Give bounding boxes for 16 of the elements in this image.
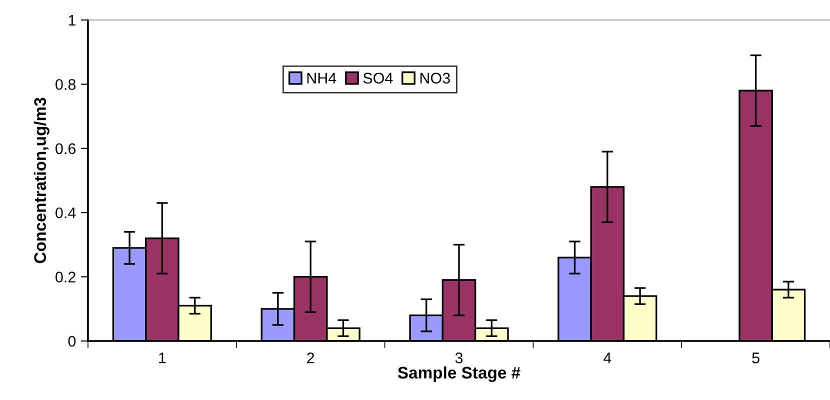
x-tick-label: 2: [307, 352, 314, 364]
y-tick-label: 0: [68, 336, 76, 347]
x-tick-label: 1: [159, 352, 166, 364]
y-tick-label: 1: [68, 15, 76, 26]
y-tick-label: 0.4: [56, 207, 76, 218]
y-tick-label: 0.2: [56, 272, 76, 282]
y-tick-label: 0.6: [56, 143, 76, 154]
y-axis-title: Concentration,ug/m3: [34, 98, 50, 264]
legend-label: SO4: [363, 72, 393, 84]
legend-label: NH4: [307, 72, 336, 84]
x-tick-label: 4: [603, 352, 612, 364]
x-tick-label: 5: [752, 352, 760, 364]
x-axis-title: Sample Stage #: [398, 366, 520, 382]
y-tick-label: 0.8: [56, 79, 76, 90]
x-tick-label: 3: [455, 352, 463, 364]
legend-label: NO3: [420, 72, 450, 84]
